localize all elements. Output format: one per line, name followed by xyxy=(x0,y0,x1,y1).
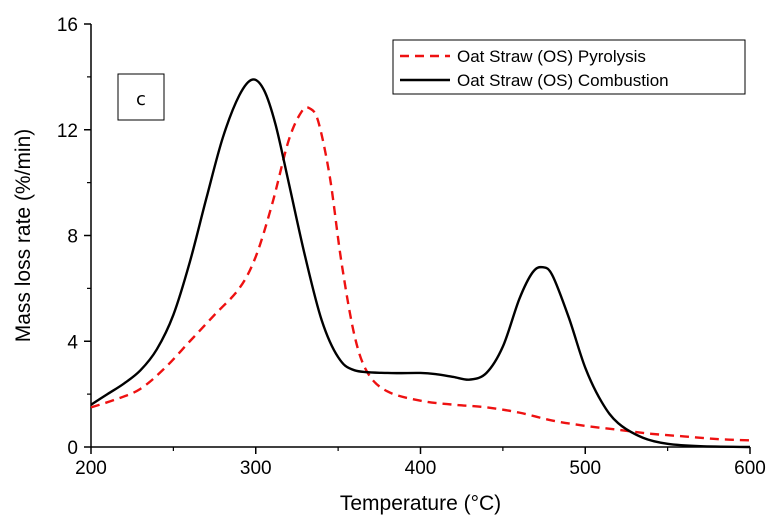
series-line-pyrolysis xyxy=(90,106,751,442)
x-tick-label: 600 xyxy=(734,458,766,479)
x-tick-label: 200 xyxy=(75,458,107,479)
y-tick-label: 8 xyxy=(67,227,78,248)
legend-box xyxy=(392,39,746,95)
legend-label-pyrolysis: Oat Straw (OS) Pyrolysis xyxy=(457,47,646,66)
x-tick-label: 300 xyxy=(240,458,272,479)
panel-label: c xyxy=(136,89,146,110)
x-tick-label: 400 xyxy=(405,458,437,479)
x-tick-label: 500 xyxy=(569,458,601,479)
series-layer xyxy=(90,78,751,449)
x-axis-label: Temperature (°C) xyxy=(340,492,501,515)
legend: Oat Straw (OS) Pyrolysis Oat Straw (OS) … xyxy=(392,39,746,95)
y-tick-label: 0 xyxy=(67,438,78,459)
y-tick-label: 16 xyxy=(57,15,78,36)
series-line-combustion xyxy=(90,78,751,449)
axis-ticks: 200 300 400 500 600 0 4 8 12 16 xyxy=(57,15,766,479)
y-tick-label: 4 xyxy=(67,332,78,353)
panel-label-box: c xyxy=(117,73,165,121)
y-tick-label: 12 xyxy=(57,121,78,142)
legend-label-combustion: Oat Straw (OS) Combustion xyxy=(457,71,669,90)
y-axis-label: Mass loss rate (%/min) xyxy=(12,129,35,343)
